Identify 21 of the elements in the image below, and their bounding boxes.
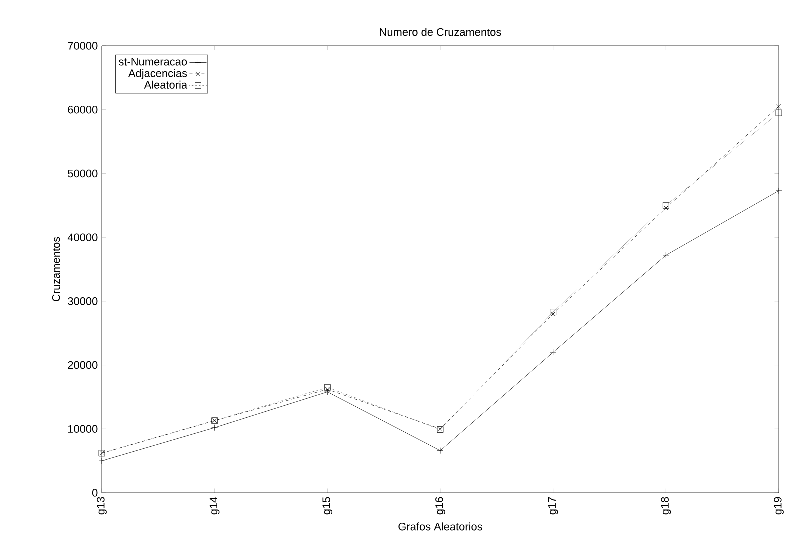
legend-label: Adjacencias (128, 69, 188, 80)
y-tick-label: 50000 (68, 170, 98, 178)
y-tick-label: 70000 (68, 42, 98, 50)
x-tick-label: g14 (210, 497, 220, 515)
chart-title: Numero de Cruzamentos (380, 28, 502, 36)
y-tick-label: 30000 (68, 298, 98, 306)
x-tick-label: g16 (436, 497, 446, 515)
y-tick-label: 10000 (68, 425, 98, 434)
x-tick-label: g15 (322, 497, 333, 515)
x-tick-label: g13 (97, 497, 107, 515)
x-tick-label: g17 (548, 497, 558, 515)
y-tick-label: 60000 (68, 106, 98, 114)
y-tick-label: 20000 (68, 361, 98, 370)
x-tick-label: g18 (661, 497, 672, 515)
legend-label: Aleatoria (144, 80, 188, 89)
legend-label: st-Numeracao (119, 58, 188, 66)
y-tick-label: 40000 (68, 234, 98, 242)
y-axis-title: Cruzamentos (52, 237, 60, 302)
x-axis-title: Grafos Aleatorios (398, 522, 482, 531)
x-tick-label: g19 (774, 497, 784, 515)
y-tick-label: 0 (92, 489, 98, 497)
